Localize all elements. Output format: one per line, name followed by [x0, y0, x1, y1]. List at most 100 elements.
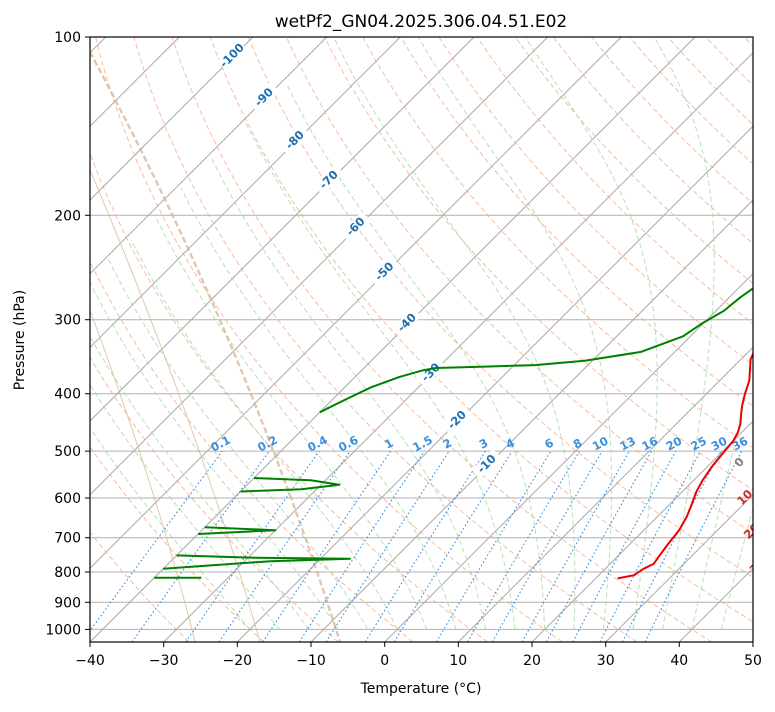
moist-adiabat-line [181, 188, 456, 629]
isotherm-line [164, 37, 769, 642]
x-axis-label: Temperature (°C) [360, 681, 482, 697]
dry-adiabat-line [515, 37, 775, 642]
isotherm-line [0, 37, 327, 642]
isotherm-line [753, 37, 775, 642]
dry-adiabat-line [706, 37, 775, 642]
y-tick-label: 200 [54, 208, 81, 224]
mixing-ratio-line [600, 451, 701, 642]
dry-adiabat-line [744, 37, 775, 642]
moist-adiabat-label: 30 [746, 555, 767, 576]
dry-adiabat-line [439, 37, 775, 642]
mixing-ratio-label: 2 [440, 436, 454, 452]
x-tick-label: 0 [380, 653, 389, 669]
y-tick-label: 1000 [45, 622, 81, 638]
isotherm-label: -40 [391, 307, 422, 338]
x-tick-label: 20 [523, 653, 541, 669]
mixing-ratio-label: 8 [571, 436, 585, 452]
isotherm-line [0, 37, 253, 642]
y-tick-label: 100 [54, 30, 81, 46]
y-tick-label: 700 [54, 531, 81, 547]
mixing-ratio-label: 13 [617, 434, 638, 454]
x-tick-label: −20 [223, 653, 253, 669]
x-tick-label: −10 [296, 653, 326, 669]
mixing-ratio-label: 3 [477, 436, 491, 452]
y-tick-label: 800 [54, 565, 81, 581]
dry-adiabat-line [0, 37, 338, 642]
dry-adiabat-line [0, 37, 263, 642]
moist-adiabat-line [69, 297, 308, 629]
mixing-ratio-label: 6 [542, 436, 556, 452]
dry-adiabat-line [477, 37, 775, 642]
x-tick-label: −40 [75, 653, 105, 669]
moist-adiabat-line [334, 37, 575, 629]
moist-adiabat-line [525, 37, 657, 629]
y-tick-label: 500 [54, 444, 81, 460]
isotherm-line [16, 37, 621, 642]
isotherm-line [90, 37, 695, 642]
moist-adiabat-line [654, 37, 714, 629]
mixing-ratio-line [468, 451, 580, 642]
isotherm-label: -50 [369, 256, 400, 287]
dry-adiabat-line [0, 37, 189, 642]
moist-adiabat-label: 20 [741, 521, 762, 542]
mixing-ratio-line [436, 451, 551, 642]
moist-adiabat-label: 0 [731, 454, 747, 470]
moist-adiabat-line [246, 124, 515, 630]
y-tick-label: 900 [54, 595, 81, 611]
isotherm-label: -90 [248, 82, 279, 113]
dry-adiabat-line [19, 37, 413, 642]
dewpoint-profile-line [320, 37, 775, 412]
isotherm-label: -80 [279, 124, 310, 155]
mixing-ratio-line [573, 451, 676, 642]
isotherm-line [237, 37, 775, 642]
moist-adiabat-line [35, 332, 250, 629]
dry-adiabat-line [58, 37, 488, 642]
isotherm-label: -20 [441, 404, 472, 435]
y-tick-label: 400 [54, 387, 81, 403]
x-tick-label: 10 [449, 653, 467, 669]
x-tick-label: 40 [670, 653, 688, 669]
isotherm-line [458, 37, 775, 642]
mixing-ratio-line [82, 451, 223, 642]
moist-adiabat-label: 40 [753, 589, 774, 610]
axes: 1002003004005006007008009001000−40−30−20… [45, 30, 762, 669]
dry-adiabat-line [592, 37, 775, 642]
y-tick-label: 300 [54, 313, 81, 329]
isotherm-line [311, 37, 775, 642]
moist-adiabat-line [131, 240, 397, 630]
x-tick-label: 50 [744, 653, 762, 669]
moist-adiabat-line [418, 37, 611, 629]
mixing-ratio-label: 25 [688, 434, 709, 454]
dry-adiabat-line [363, 37, 775, 642]
dry-adiabat-line [134, 37, 637, 642]
dry-adiabat-line [668, 37, 775, 642]
mixing-ratio-label: 20 [664, 434, 685, 454]
dewpoint-profile-line [198, 527, 275, 534]
mixing-ratio-line [622, 451, 721, 642]
isotherm-line [532, 37, 775, 642]
moist-adiabat-line [88, 278, 339, 630]
isotherm-line [679, 37, 775, 642]
plot-frame [90, 37, 753, 642]
mixing-ratio-label: 1 [382, 436, 396, 452]
mixing-ratio-label: 10 [590, 434, 611, 454]
dry-adiabat-arc [90, 310, 195, 642]
y-axis-label: Pressure (hPa) [12, 290, 28, 390]
isotherm-line [0, 37, 474, 642]
mixing-ratio-label: 36 [730, 434, 751, 454]
moist-adiabat-line [692, 37, 775, 629]
mixing-ratio-line [299, 451, 424, 642]
isotherm-line [385, 37, 775, 642]
mixing-ratio-label: 16 [639, 434, 660, 454]
chart-title: wetPf2_GN04.2025.306.04.51.E02 [275, 12, 567, 32]
isotherm-label: -100 [216, 40, 247, 71]
isotherm-label: -70 [313, 164, 344, 195]
x-tick-label: 30 [597, 653, 615, 669]
x-tick-label: −30 [149, 653, 179, 669]
mixing-ratio-line [326, 451, 449, 642]
dry-adiabat-line [172, 37, 712, 642]
y-tick-label: 600 [54, 491, 81, 507]
